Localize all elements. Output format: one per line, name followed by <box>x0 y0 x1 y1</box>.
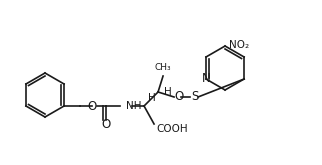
Text: O: O <box>175 90 184 103</box>
Text: H: H <box>164 87 172 97</box>
Text: N: N <box>202 72 210 85</box>
Text: CH₃: CH₃ <box>155 64 171 72</box>
Text: S: S <box>191 90 199 103</box>
Text: COOH: COOH <box>156 124 188 134</box>
Text: NO₂: NO₂ <box>229 40 249 50</box>
Text: O: O <box>101 118 111 132</box>
Text: NH: NH <box>126 101 142 111</box>
Text: O: O <box>88 99 97 113</box>
Text: H: H <box>148 93 156 103</box>
